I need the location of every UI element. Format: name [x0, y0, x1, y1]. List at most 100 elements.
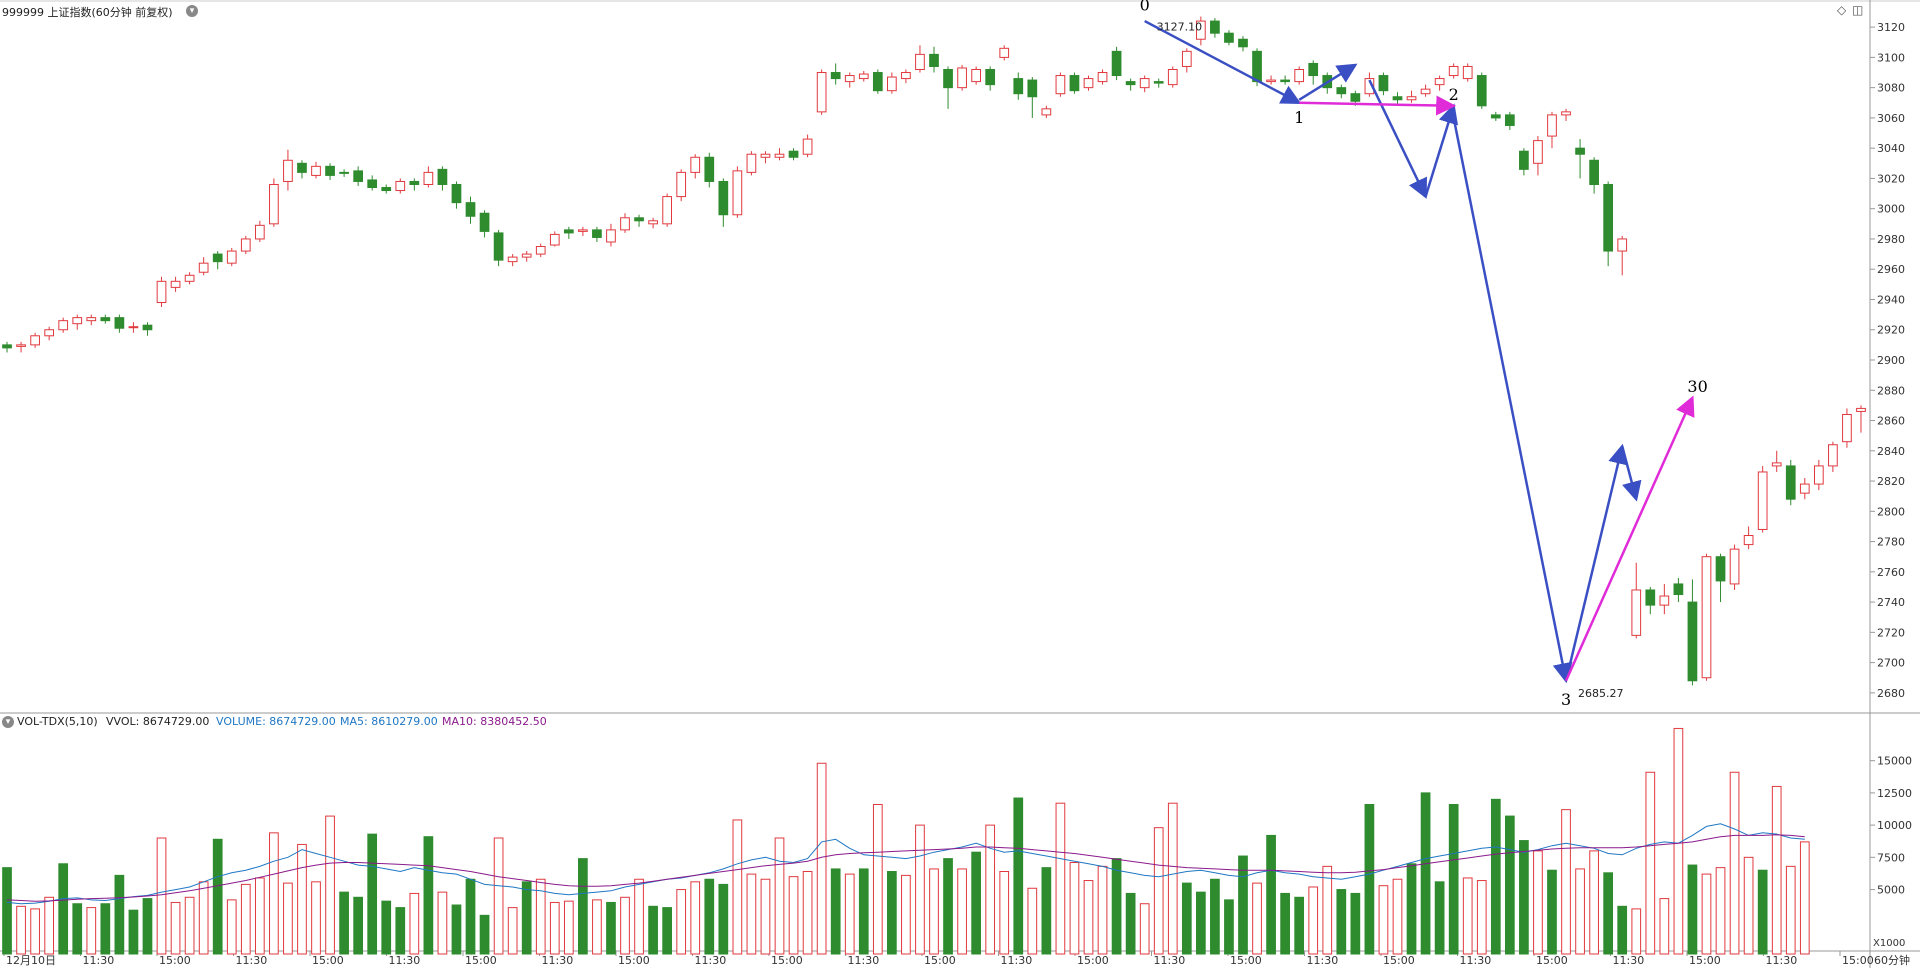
volume-bar [1350, 892, 1361, 955]
candle-body [1434, 78, 1445, 86]
volume-bar [16, 905, 26, 955]
time-tick-label: 11:30 [1154, 954, 1186, 967]
volume-bar [1617, 905, 1628, 955]
candle [353, 166, 364, 186]
volume-bar [1701, 873, 1712, 955]
candle [1308, 60, 1319, 85]
volume-bar [957, 868, 967, 955]
volume-bar [283, 882, 293, 955]
candle-body [325, 165, 335, 176]
volume-bar [521, 881, 532, 955]
candle-body [451, 183, 462, 204]
candle-body [58, 320, 69, 331]
candle-body [535, 246, 546, 255]
volume-bar [465, 878, 476, 955]
volume-bar [1645, 771, 1656, 955]
candle [311, 161, 321, 179]
candle [1659, 583, 1670, 615]
volume-bar [620, 896, 630, 955]
volume-bar [58, 863, 69, 955]
volume-bar [1603, 872, 1614, 955]
wave-line-blue [1564, 443, 1628, 682]
volume-bar [592, 899, 602, 955]
candle-body [409, 180, 420, 185]
candle [128, 322, 139, 333]
candle-body [1083, 78, 1094, 89]
candle-body [1785, 465, 1796, 500]
volume-bar [1785, 865, 1796, 955]
candle [423, 166, 434, 188]
candle [872, 69, 883, 94]
candle-body [830, 72, 841, 80]
time-tick-label: 11:30 [1613, 954, 1645, 967]
candle [549, 231, 560, 247]
candle [1238, 36, 1248, 52]
volume-tick-label: 7500 [1877, 851, 1905, 864]
candle [1434, 75, 1445, 91]
wave-line-blue [1144, 19, 1302, 104]
time-tick-label: 11:30 [1307, 954, 1339, 967]
volume-bar [1083, 880, 1094, 955]
time-tick-label: 11:30 [236, 954, 268, 967]
volume-bar [1406, 863, 1417, 955]
volume-bar [844, 873, 855, 955]
volume-bar [1659, 898, 1670, 955]
volume-bar [1729, 771, 1740, 955]
candle-body [662, 196, 672, 225]
volume-bar [1041, 867, 1052, 955]
volume-bar [1210, 878, 1220, 955]
candle [1224, 30, 1234, 46]
volume-bar [1139, 903, 1150, 955]
diamond-icon[interactable]: ◇ [1837, 3, 1847, 17]
candle-body [901, 72, 911, 80]
volume-bar [1476, 880, 1487, 955]
candle [86, 314, 97, 326]
panel-icon[interactable]: ◫ [1852, 3, 1864, 17]
volume-bar [1420, 792, 1431, 955]
volume-bar [479, 914, 490, 955]
volume-tick-label: 12500 [1877, 787, 1912, 800]
time-tick-label: 15:00 [159, 954, 191, 967]
candle-body [212, 253, 223, 263]
candle-body [999, 47, 1010, 58]
candle [1462, 63, 1473, 82]
candle-body [844, 75, 855, 83]
candle-body [887, 76, 897, 92]
candle [1589, 157, 1599, 194]
candle [240, 235, 251, 255]
candle [465, 196, 476, 224]
candle-body [1631, 589, 1642, 636]
volume-bar [887, 871, 897, 955]
volume-tick-label: 15000 [1877, 755, 1912, 768]
price-tick-label: 3040 [1877, 142, 1905, 155]
volume-bar [690, 881, 701, 955]
price-tick-label: 2900 [1877, 354, 1905, 367]
candle [367, 175, 378, 191]
candle-body [1336, 87, 1347, 95]
wave-line-blue [1452, 117, 1573, 684]
candle-body [184, 274, 195, 282]
candle [1083, 75, 1094, 91]
candle [662, 193, 672, 227]
candle-body [521, 253, 532, 258]
volume-bar [1069, 861, 1080, 955]
candle [1476, 72, 1487, 109]
volume-bar [212, 838, 223, 955]
candle-body [30, 335, 40, 346]
volume-bar [1196, 891, 1206, 955]
candle-body [283, 159, 293, 182]
candle [985, 66, 996, 91]
candle-body [620, 217, 630, 231]
candle [1743, 526, 1754, 550]
volume-dropdown-icon[interactable]: ▾ [2, 716, 14, 728]
price-tick-label: 2740 [1877, 596, 1905, 609]
volume-bar [198, 881, 209, 955]
candle-body [1673, 583, 1684, 596]
candle-body [1167, 68, 1178, 86]
candle-body [226, 250, 237, 264]
title-dropdown-icon[interactable]: ▾ [186, 5, 198, 17]
candle [114, 314, 125, 333]
wave-line-blue [1424, 103, 1459, 197]
candle-body [788, 150, 799, 158]
